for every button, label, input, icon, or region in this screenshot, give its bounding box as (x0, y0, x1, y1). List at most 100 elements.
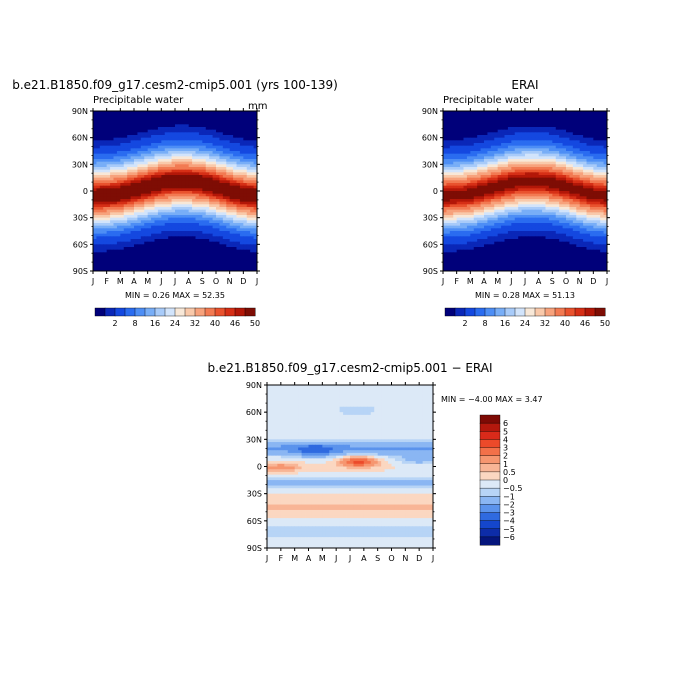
heat-cell (195, 207, 200, 211)
heat-cell (548, 183, 553, 187)
heat-cell (229, 225, 234, 229)
heat-cell (507, 143, 512, 147)
heat-cell (171, 175, 176, 179)
heat-cell (497, 183, 502, 187)
heat-cell (246, 124, 251, 128)
heat-cell (116, 220, 121, 224)
heat-cell (123, 177, 128, 181)
heat-cell (151, 172, 155, 176)
heat-cell (202, 252, 207, 256)
heat-cell (222, 175, 227, 179)
heat-cell (460, 175, 464, 179)
heat-cell (151, 159, 155, 163)
heat-cell (600, 111, 604, 115)
heat-cell (583, 169, 587, 173)
heat-cell (106, 145, 111, 149)
heat-cell (589, 177, 594, 181)
heat-cell (157, 121, 162, 125)
heat-cell (487, 132, 492, 136)
heat-cell (147, 265, 152, 269)
heat-cell (229, 255, 234, 259)
heat-cell (202, 161, 207, 165)
heat-cell (216, 236, 220, 240)
heat-cell (525, 161, 529, 165)
heat-cell (593, 153, 598, 157)
heat-cell (103, 183, 108, 187)
heat-cell (535, 201, 540, 205)
heat-cell (555, 151, 560, 155)
heat-cell (161, 143, 166, 147)
heat-cell (127, 268, 131, 272)
heat-cell (243, 143, 248, 147)
heat-cell (181, 212, 186, 216)
heat-cell (253, 204, 258, 208)
heat-cell (110, 223, 114, 227)
heat-cell (144, 236, 149, 240)
heat-cell (501, 127, 505, 131)
heat-cell (528, 172, 533, 176)
heat-cell (212, 164, 217, 168)
heat-cell (494, 172, 499, 176)
heat-cell (572, 209, 577, 213)
heat-cell (175, 113, 179, 117)
heat-cell (140, 145, 145, 149)
heat-cell (113, 143, 118, 147)
heat-cell (103, 135, 108, 139)
heat-cell (514, 193, 519, 197)
heat-cell (161, 236, 166, 240)
heat-cell (548, 119, 553, 123)
heat-cell (446, 132, 451, 136)
heat-cell (188, 209, 193, 213)
heat-cell (147, 140, 152, 144)
heat-cell (542, 156, 546, 160)
heat-cell (113, 223, 118, 227)
heat-cell (140, 191, 145, 195)
heat-cell (134, 255, 138, 259)
heat-cell (460, 113, 464, 117)
heat-cell (562, 143, 567, 147)
heat-cell (511, 180, 516, 184)
heat-cell (168, 137, 172, 141)
heat-cell (151, 121, 155, 125)
heat-cell (130, 159, 135, 163)
heat-cell (518, 180, 522, 184)
heat-cell (130, 212, 135, 216)
heat-cell (600, 164, 604, 168)
heat-cell (518, 119, 522, 123)
heat-cell (137, 167, 142, 171)
heat-cell (453, 183, 458, 187)
heat-cell (216, 191, 220, 195)
heat-cell (120, 244, 125, 248)
heat-cell (246, 257, 251, 261)
heat-cell (562, 113, 567, 117)
heat-cell (134, 137, 138, 141)
heat-cell (246, 247, 251, 251)
heat-cell (216, 177, 220, 181)
heat-cell (188, 185, 193, 189)
heat-cell (205, 185, 210, 189)
heat-cell (181, 188, 186, 192)
heat-cell (484, 207, 488, 211)
heat-cell (236, 191, 241, 195)
heat-cell (586, 127, 591, 131)
heat-cell (463, 212, 468, 216)
heat-cell (569, 204, 574, 208)
heat-cell (525, 151, 529, 155)
heat-cell (239, 247, 244, 251)
heat-cell (446, 151, 451, 155)
heat-cell (144, 143, 149, 147)
heat-cell (116, 129, 121, 133)
heat-cell (154, 247, 159, 251)
heat-cell (559, 111, 563, 115)
heat-cell (99, 257, 104, 261)
heat-cell (246, 135, 251, 139)
heat-cell (226, 225, 231, 229)
heat-cell (181, 137, 186, 141)
heat-cell (205, 183, 210, 187)
heat-cell (250, 145, 254, 149)
heat-cell (545, 159, 550, 163)
heat-cell (449, 121, 454, 125)
heat-cell (456, 159, 461, 163)
heat-cell (470, 193, 475, 197)
heat-cell (535, 172, 540, 176)
